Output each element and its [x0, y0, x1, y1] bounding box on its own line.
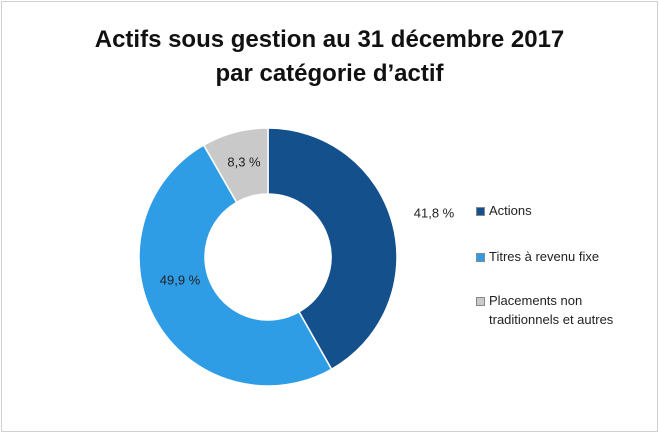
legend-item: Titres à revenu fixe: [476, 249, 634, 266]
donut-slice: [202, 127, 269, 204]
legend-label: Titres à revenu fixe: [489, 249, 600, 264]
donut-slice: [138, 144, 333, 387]
data-label: 49,9 %: [160, 272, 201, 287]
legend-item: Actions: [476, 203, 634, 220]
legend-item: Placements non traditionnels et autres: [476, 293, 634, 329]
donut-slice: [267, 127, 398, 371]
legend-swatch: [476, 297, 485, 306]
chart-title: Actifs sous gestion au 31 décembre 2017: [94, 26, 565, 53]
chart-title: par catégorie d’actif: [215, 60, 444, 87]
legend-swatch: [476, 253, 485, 262]
data-label: 41,8 %: [414, 205, 455, 220]
legend-swatch: [476, 207, 485, 216]
legend-label: Actions: [489, 203, 532, 218]
legend-label: Placements non traditionnels et autres: [489, 293, 614, 327]
data-label: 8,3 %: [227, 154, 261, 169]
